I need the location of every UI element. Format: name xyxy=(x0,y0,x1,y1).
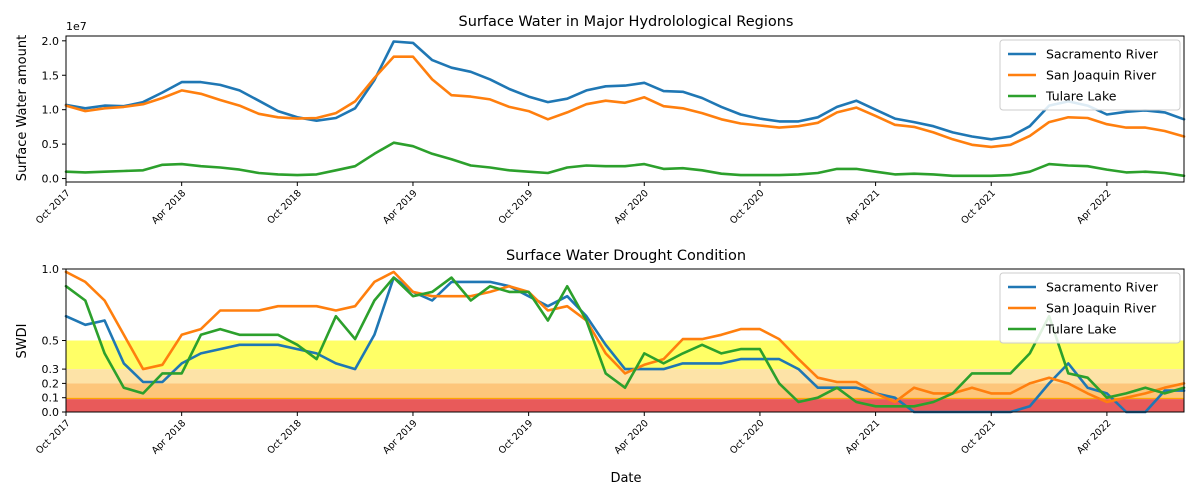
bottom-chart-title: Surface Water Drought Condition xyxy=(506,248,746,264)
bottom-x-tick-label: Apr 2022 xyxy=(1075,418,1114,457)
top-y-tick-label: 1.5 xyxy=(42,69,60,82)
surface-water-panel: Surface Water in Major Hydrolological Re… xyxy=(15,14,1186,227)
top-x-tick-label: Oct 2018 xyxy=(265,188,304,227)
bottom-y-tick-label: 1.0 xyxy=(42,263,60,276)
bottom-x-axis-label: Date xyxy=(610,471,641,486)
bottom-y-tick-label: 0.2 xyxy=(42,377,60,390)
top-chart-title: Surface Water in Major Hydrolological Re… xyxy=(459,14,794,30)
top-y-tick-label: 1.0 xyxy=(42,104,60,117)
bottom-x-tick-label: Oct 2020 xyxy=(728,418,767,457)
top-x-tick-label: Apr 2022 xyxy=(1075,188,1114,227)
top-legend-box xyxy=(999,39,1181,111)
bottom-legend-box xyxy=(999,272,1181,344)
top-plot-frame xyxy=(65,35,1185,183)
bottom-series-line-tulare-lake xyxy=(64,276,1186,408)
top-legend-label: San Joaquin River xyxy=(1046,68,1157,83)
bottom-y-tick-label: 0.0 xyxy=(42,406,60,419)
top-y-tick-label: 0.5 xyxy=(42,138,60,151)
drought-band-4 xyxy=(66,399,1184,412)
top-x-tick-label: Oct 2019 xyxy=(497,188,536,227)
top-y-axis-label: Surface Water amount xyxy=(15,35,30,181)
bottom-legend-label: Sacramento River xyxy=(1046,280,1159,295)
bottom-x-tick-label: Oct 2021 xyxy=(959,418,998,457)
top-series-line-san-joaquin-river xyxy=(64,55,1186,149)
top-series-line-sacramento-river xyxy=(64,40,1186,141)
bottom-plot-frame xyxy=(65,268,1185,413)
top-y-offset-label: 1e7 xyxy=(66,20,87,33)
top-legend-label: Sacramento River xyxy=(1046,47,1159,62)
bottom-legend-label: Tulare Lake xyxy=(1045,322,1117,337)
bottom-legend: Sacramento River San Joaquin River Tulare … xyxy=(999,272,1181,344)
bottom-y-axis-label: SWDI xyxy=(15,324,30,359)
bottom-y-tick-label: 0.3 xyxy=(42,363,60,376)
top-x-tick-label: Oct 2017 xyxy=(34,188,73,227)
bottom-y-tick-label: 0.1 xyxy=(42,392,60,405)
top-x-tick-label: Apr 2018 xyxy=(150,188,189,227)
bottom-x-tick-label: Oct 2019 xyxy=(497,418,536,457)
top-legend-label: Tulare Lake xyxy=(1045,89,1117,104)
top-x-tick-label: Oct 2020 xyxy=(728,188,767,227)
bottom-x-tick-label: Apr 2018 xyxy=(150,418,189,457)
top-y-tick-label: 0.0 xyxy=(42,173,60,186)
top-y-tick-label: 2.0 xyxy=(42,35,60,48)
top-x-tick-label: Apr 2020 xyxy=(612,188,651,227)
bottom-x-tick-label: Oct 2017 xyxy=(34,418,73,457)
bottom-x-tick-label: Oct 2018 xyxy=(265,418,304,457)
drought-band-1 xyxy=(66,369,1184,384)
bottom-x-tick-label: Apr 2020 xyxy=(612,418,651,457)
top-x-tick-label: Apr 2019 xyxy=(381,188,420,227)
bottom-x-tick-label: Apr 2019 xyxy=(381,418,420,457)
bottom-legend-label: San Joaquin River xyxy=(1046,301,1157,316)
top-series-line-tulare-lake xyxy=(64,141,1186,178)
top-x-tick-label: Apr 2021 xyxy=(844,188,883,227)
bottom-y-tick-label: 0.5 xyxy=(42,335,60,348)
top-legend: Sacramento River San Joaquin River Tulare … xyxy=(999,39,1181,111)
top-x-tick-label: Oct 2021 xyxy=(959,188,998,227)
bottom-x-tick-label: Apr 2021 xyxy=(844,418,883,457)
drought-band-3 xyxy=(66,397,1184,400)
drought-condition-panel: Surface Water Drought Condition SWDI Dat… xyxy=(15,248,1186,486)
bottom-series-line-san-joaquin-river xyxy=(64,270,1186,404)
